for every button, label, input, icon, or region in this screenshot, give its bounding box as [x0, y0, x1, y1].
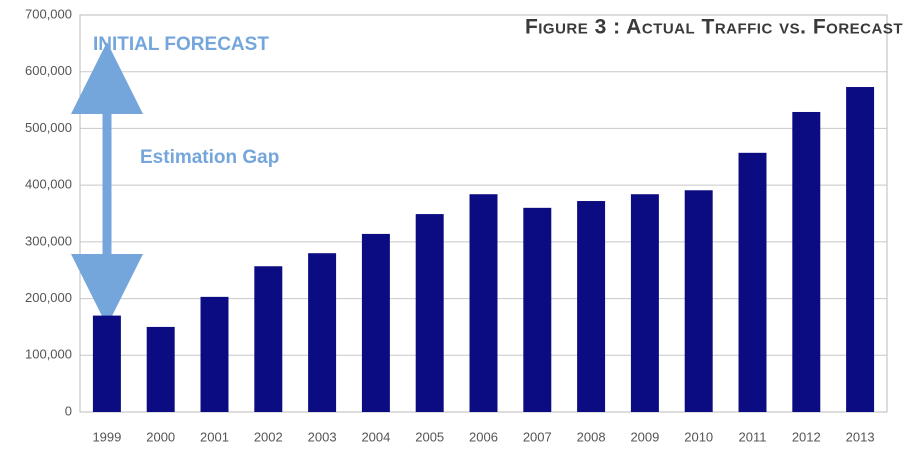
- x-tick-label: 2010: [684, 429, 713, 444]
- y-tick-label: 200,000: [25, 290, 72, 305]
- y-tick-label: 0: [65, 403, 72, 418]
- bar: [415, 214, 444, 412]
- bar: [146, 326, 175, 412]
- annotation: INITIAL FORECAST: [93, 34, 269, 55]
- annotation: Estimation Gap: [140, 147, 279, 168]
- bar: [469, 194, 498, 412]
- x-tick-label: 2002: [254, 429, 283, 444]
- bar: [792, 111, 821, 412]
- y-tick-label: 100,000: [25, 347, 72, 362]
- y-tick-label: 300,000: [25, 233, 72, 248]
- y-tick-label: 400,000: [25, 177, 72, 192]
- y-tick-label: 500,000: [25, 120, 72, 135]
- x-tick-label: 2007: [523, 429, 552, 444]
- bar: [200, 296, 229, 412]
- bar: [308, 253, 337, 412]
- bar: [738, 152, 767, 412]
- bar: [92, 315, 121, 412]
- x-tick-label: 2013: [846, 429, 875, 444]
- x-tick-label: 2008: [577, 429, 606, 444]
- chart-title: Figure 3 : Actual Traffic vs. Forecast: [525, 16, 903, 39]
- bar: [630, 194, 659, 412]
- x-tick-label: 2011: [739, 429, 767, 444]
- bar: [254, 266, 283, 412]
- bar: [523, 207, 552, 412]
- y-tick-label: 700,000: [25, 6, 72, 21]
- x-tick-label: 2012: [792, 429, 821, 444]
- x-tick-label: 2005: [415, 429, 444, 444]
- bar: [361, 233, 390, 412]
- x-tick-label: 2004: [361, 429, 390, 444]
- x-tick-label: 2000: [146, 429, 175, 444]
- bar: [684, 190, 713, 412]
- x-tick-label: 2003: [308, 429, 337, 444]
- x-tick-label: 2001: [200, 429, 229, 444]
- bar: [846, 87, 875, 412]
- x-tick-label: 2009: [630, 429, 659, 444]
- bar: [577, 201, 606, 412]
- x-tick-label: 2006: [469, 429, 498, 444]
- x-tick-label: 1999: [92, 429, 121, 444]
- y-tick-label: 600,000: [25, 63, 72, 78]
